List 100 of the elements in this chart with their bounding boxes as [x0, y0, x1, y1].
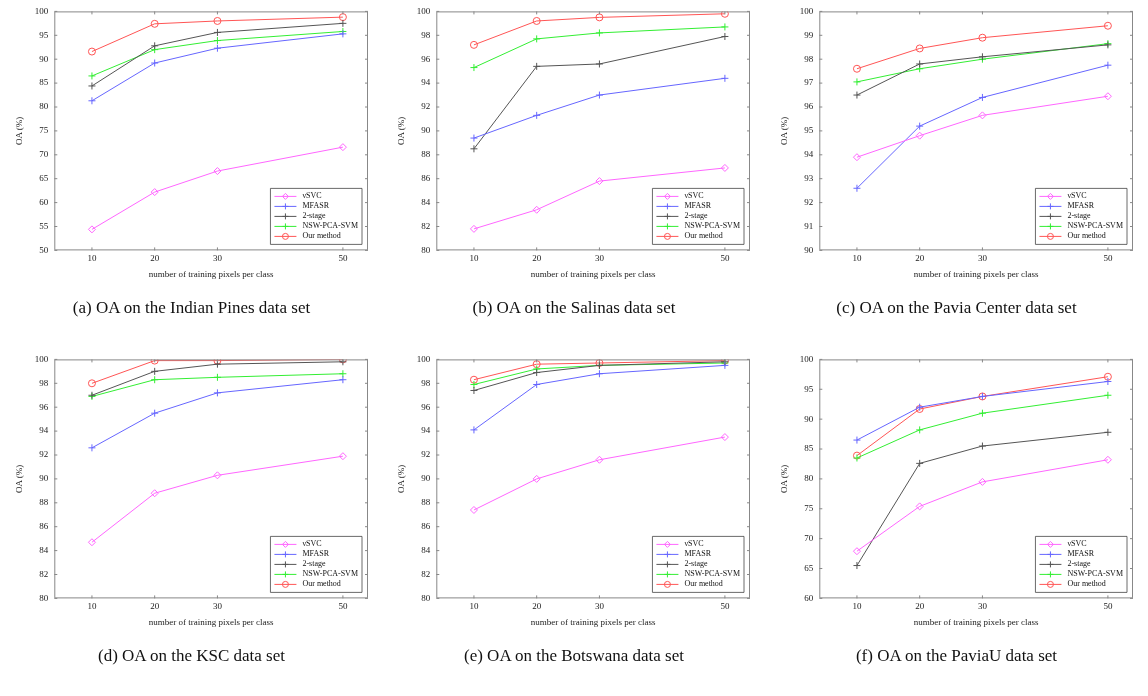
text: (d) OA on the KSC data set: [97, 646, 286, 666]
y-axis-title: OA (%): [778, 464, 789, 494]
point: [595, 91, 604, 100]
x-tick-label: 20: [149, 253, 160, 264]
point: [150, 59, 159, 68]
x-tick-label: 50: [1102, 601, 1113, 612]
point: [977, 111, 986, 120]
point: [338, 375, 347, 384]
y-tick-label: 55: [38, 220, 49, 231]
y-tick-label: 70: [803, 533, 814, 544]
point: [469, 375, 478, 384]
legend-label: 2-stage: [301, 559, 326, 569]
point: [720, 22, 729, 31]
legend-label: 2-stage: [684, 211, 708, 221]
point: [977, 93, 986, 102]
y-tick-label: 95: [803, 125, 814, 136]
point: [720, 163, 729, 172]
point: [87, 443, 96, 452]
y-tick-label: 98: [421, 29, 431, 40]
y-tick-label: 80: [803, 473, 814, 484]
point: [532, 380, 541, 389]
point: [1103, 428, 1112, 437]
x-tick-label: 30: [212, 253, 222, 264]
legend-label: Our method: [684, 579, 723, 589]
point: [1103, 372, 1112, 381]
x-tick-label: 20: [532, 601, 542, 612]
x-tick-label: 30: [594, 601, 605, 612]
y-tick-label: 92: [421, 449, 431, 460]
y-tick-label: 65: [38, 173, 49, 184]
legend-label: NSW-PCA-SVM: [684, 221, 741, 231]
y-tick-label: 96: [421, 53, 431, 64]
point: [852, 547, 861, 556]
point: [150, 367, 159, 376]
point: [150, 188, 159, 197]
y-tick-label: 100: [34, 353, 49, 364]
point: [469, 224, 478, 233]
point: [852, 64, 861, 73]
point: [532, 474, 541, 483]
point: [915, 459, 924, 468]
legend-label: MFASR: [301, 201, 330, 211]
y-tick-label: 82: [421, 568, 431, 579]
point: [338, 19, 347, 28]
point: [150, 19, 159, 28]
legend-label: 2-stage: [301, 211, 326, 221]
y-tick-label: 93: [803, 173, 814, 184]
point: [532, 360, 541, 369]
point: [338, 369, 347, 378]
x-tick-label: 30: [594, 253, 605, 264]
legend-label: 2-stage: [1066, 211, 1091, 221]
point: [469, 134, 478, 143]
y-axis-title: OA (%): [13, 116, 24, 146]
y-tick-label: 88: [38, 497, 49, 508]
point: [532, 16, 541, 25]
legend-label: NSW-PCA-SVM: [301, 569, 358, 579]
y-tick-label: 90: [421, 473, 431, 484]
y-tick-label: 60: [38, 196, 49, 207]
point: [212, 28, 221, 37]
y-tick-label: 90: [38, 53, 49, 64]
y-tick-label: 98: [803, 53, 814, 64]
point: [532, 111, 541, 120]
point: [595, 369, 604, 378]
point: [915, 502, 924, 511]
point: [150, 41, 159, 50]
point: [212, 44, 221, 53]
y-tick-label: 84: [38, 544, 49, 555]
legend-label: MFASR: [1066, 201, 1095, 211]
point: [469, 63, 478, 72]
y-tick-label: 85: [803, 443, 814, 454]
point: [720, 32, 729, 41]
point: [852, 77, 861, 86]
point: [977, 477, 986, 486]
point: [595, 59, 604, 68]
point: [338, 13, 347, 22]
point: [532, 34, 541, 43]
point: [212, 16, 221, 25]
point: [87, 379, 96, 388]
legend-label: νSVC: [301, 539, 322, 549]
point: [212, 36, 221, 45]
y-tick-label: 84: [421, 196, 431, 207]
y-tick-label: 97: [803, 77, 814, 88]
legend-label: Our method: [301, 231, 341, 241]
legend-label: MFASR: [301, 549, 330, 559]
x-tick-label: 10: [469, 253, 479, 264]
x-tick-label: 20: [532, 253, 542, 264]
point: [469, 40, 478, 49]
y-tick-label: 86: [421, 173, 431, 184]
x-tick-label: 50: [720, 601, 730, 612]
x-tick-label: 20: [914, 253, 925, 264]
y-tick-label: 65: [803, 562, 814, 573]
y-tick-label: 80: [421, 244, 431, 255]
point: [87, 47, 96, 56]
point: [532, 205, 541, 214]
legend-label: 2-stage: [684, 559, 708, 569]
x-tick-label: 10: [86, 253, 97, 264]
y-tick-label: 92: [38, 449, 48, 460]
point: [1103, 391, 1112, 400]
point: [852, 561, 861, 570]
point: [87, 96, 96, 105]
point: [852, 436, 861, 445]
y-tick-label: 94: [421, 77, 431, 88]
